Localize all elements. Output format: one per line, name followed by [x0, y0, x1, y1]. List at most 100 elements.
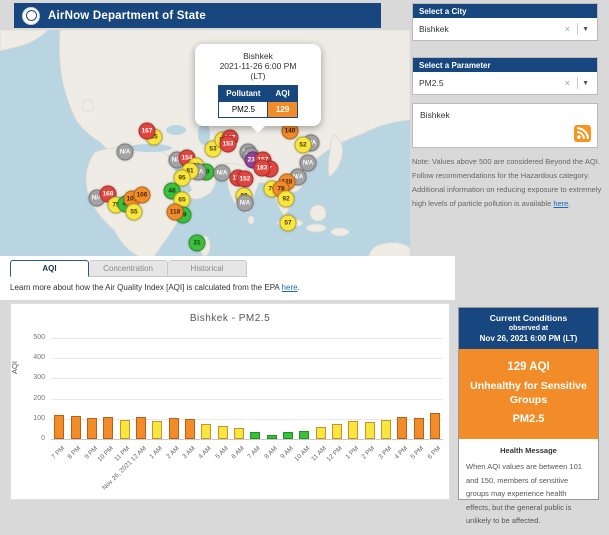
chart-bar[interactable]: [168, 418, 179, 439]
tab-historical[interactable]: Historical: [168, 260, 247, 277]
chart-bar[interactable]: [315, 427, 326, 439]
chart-bar[interactable]: [348, 421, 359, 439]
parameter-select[interactable]: PM2.5 × ▼: [413, 72, 597, 94]
chart-gridline: [51, 358, 443, 360]
app-title: AirNow Department of State: [48, 9, 206, 22]
chart-bar[interactable]: [54, 414, 65, 439]
map-marker[interactable]: 152: [236, 170, 254, 188]
chart-bar[interactable]: [250, 432, 261, 439]
parameter-select-header: Select a Parameter: [413, 58, 597, 72]
map-marker[interactable]: 31: [188, 234, 206, 252]
map-marker[interactable]: 55: [125, 203, 143, 221]
chart-x-label-text: 3 PM: [377, 445, 393, 461]
map-marker[interactable]: 118: [166, 203, 184, 221]
chart-gridline: [51, 439, 443, 440]
tab-aqi[interactable]: AQI: [10, 260, 89, 277]
health-message: Health Message When AQI values are betwe…: [459, 439, 598, 535]
health-message-body: When AQI values are between 101 and 150,…: [466, 462, 582, 526]
beyond-aqi-note: Note: Values above 500 are considered Be…: [412, 155, 602, 211]
chart-bar[interactable]: [397, 417, 408, 439]
map-marker[interactable]: 153: [219, 135, 237, 153]
chart-bar[interactable]: [380, 420, 391, 439]
chart-bar[interactable]: [152, 421, 163, 439]
chart-bar[interactable]: [364, 422, 375, 439]
chart-bar[interactable]: [266, 434, 277, 439]
rss-icon[interactable]: [574, 125, 591, 142]
cc-observed-at: observed at: [508, 325, 549, 332]
note-suffix: .: [568, 198, 571, 208]
chart-bar[interactable]: [70, 416, 81, 439]
parameter-select-value: PM2.5: [419, 78, 444, 88]
chart-y-tick-label: 0: [41, 435, 45, 442]
parameter-select-box: Select a Parameter PM2.5 × ▼: [412, 57, 598, 95]
tabs-strip: AQI Concentration Historical Learn more …: [0, 256, 455, 300]
chart-bar[interactable]: [86, 418, 97, 439]
chart-y-tick-label: 500: [33, 334, 45, 341]
aqi-chart-panel: Bishkek - PM2.5 AQI 7 PM 8 PM 9 PM 10 PM 11 …: [10, 303, 450, 500]
learn-more-text: Learn more about how the Air Quality Ind…: [10, 283, 282, 292]
cc-pollutant: PM2.5: [512, 413, 545, 426]
chart-title: Bishkek - PM2.5: [189, 313, 271, 324]
cc-title: Current Conditions: [489, 313, 568, 323]
popup-city: Bishkek: [243, 51, 273, 61]
chart-bar[interactable]: [233, 427, 244, 439]
chart-bar[interactable]: [119, 420, 130, 439]
popup-lt: (LT): [250, 71, 266, 81]
chart-x-label-text: 4 PM: [393, 445, 410, 461]
chart-gridline: [51, 398, 443, 400]
chart-y-tick-label: 100: [33, 414, 45, 422]
current-conditions-panel: Current Conditions observed at Nov 26, 2…: [458, 307, 599, 525]
map-marker[interactable]: 57: [279, 214, 297, 232]
chart-bar[interactable]: [135, 416, 146, 439]
current-conditions-value: 129 AQI Unhealthy for Sensitive Groups P…: [459, 349, 598, 440]
dept-of-state-seal-icon: [22, 6, 40, 25]
map-marker[interactable]: 106: [133, 186, 151, 204]
chart-x-label-text: 6 PM: [426, 445, 442, 461]
chart-bar[interactable]: [282, 432, 293, 439]
divider: [577, 23, 579, 35]
chart-bar[interactable]: [331, 424, 342, 439]
chart-x-labels: 7 PM 8 PM 9 PM 10 PM 11 PM Nov 26, 2021 12 AM…: [50, 442, 443, 498]
chart-x-label-text: 2 AM: [165, 445, 181, 461]
chart-bar[interactable]: [201, 423, 212, 439]
chart-x-label-text: 1 PM: [344, 445, 361, 461]
chart-bar[interactable]: [429, 412, 440, 439]
parameter-clear-icon[interactable]: ×: [564, 78, 571, 88]
popup-aqi-header: AQI: [267, 85, 298, 102]
popup-pollutant-header: Pollutant: [218, 85, 269, 102]
world-aqi-map[interactable]: N/A3516753N/A1547420N/A81954865N/A168754…: [0, 30, 410, 258]
chart-bar[interactable]: [103, 417, 114, 439]
map-marker[interactable]: N/A: [213, 164, 231, 182]
learn-more-line: Learn more about how the Air Quality Ind…: [10, 283, 300, 292]
map-marker[interactable]: 52: [294, 136, 312, 154]
map-marker[interactable]: 167: [138, 122, 156, 140]
chart-bar[interactable]: [217, 426, 228, 439]
chart-x-label-text: 7 AM: [246, 445, 263, 461]
chart-x-label-text: 2 PM: [360, 445, 377, 461]
cc-datetime: Nov 26, 2021 6:00 PM (LT): [479, 334, 578, 343]
city-clear-icon[interactable]: ×: [564, 24, 571, 34]
city-select-box: Select a City Bishkek × ▼: [412, 3, 598, 41]
note-here-link[interactable]: here: [553, 198, 569, 208]
chart-bar[interactable]: [184, 418, 195, 439]
map-marker[interactable]: 92: [277, 190, 295, 208]
map-marker[interactable]: N/A: [299, 154, 317, 172]
city-chevron-down-icon[interactable]: ▼: [582, 25, 589, 33]
map-marker[interactable]: N/A: [236, 194, 254, 212]
tab-concentration[interactable]: Concentration: [89, 260, 168, 277]
learn-more-here-link[interactable]: here: [281, 283, 298, 292]
chart-bar[interactable]: [299, 430, 310, 439]
map-marker[interactable]: 95: [173, 169, 191, 187]
city-select[interactable]: Bishkek × ▼: [413, 18, 597, 40]
chart-x-label-text: 6 AM: [230, 445, 246, 461]
learn-more-suffix: .: [297, 283, 300, 292]
map-marker[interactable]: 183: [253, 159, 271, 177]
chart-y-tick-label: 300: [33, 374, 45, 382]
map-popup: Bishkek 2021-11-26 6:00 PM (LT) Pollutan…: [195, 44, 321, 133]
cc-category: Unhealthy for Sensitive Groups: [470, 380, 587, 407]
parameter-chevron-down-icon[interactable]: ▼: [582, 79, 589, 87]
tabs: AQI Concentration Historical: [10, 260, 247, 277]
chart-bar[interactable]: [413, 417, 424, 439]
map-marker[interactable]: N/A: [116, 143, 134, 161]
chart-x-label-text: 11 AM: [309, 445, 328, 463]
